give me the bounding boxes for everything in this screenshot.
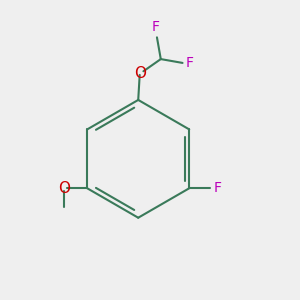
Text: O: O (58, 181, 70, 196)
Text: F: F (186, 56, 194, 70)
Text: F: F (214, 181, 222, 195)
Text: O: O (134, 66, 146, 81)
Text: F: F (152, 20, 160, 34)
